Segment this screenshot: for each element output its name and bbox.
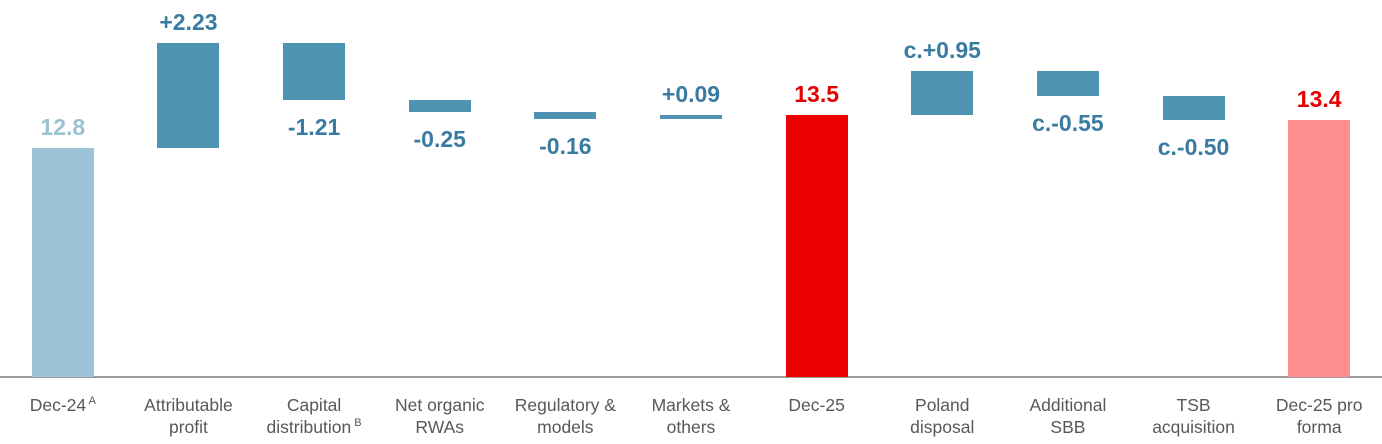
category-label-dec-25-pro-forma: Dec-25 pro forma xyxy=(1275,395,1363,437)
category-label-additional-sbb: Additional SBB xyxy=(1029,395,1107,437)
bar-tsb-acquisition xyxy=(1162,96,1225,120)
category-label-tsb-acquisition: TSB acquisition xyxy=(1152,395,1235,437)
category-label-poland-disposal: Poland disposal xyxy=(910,395,975,437)
bar-attributable-profit xyxy=(157,43,220,149)
category-label-net-organic-rwas: Net organic RWAs xyxy=(394,395,485,437)
category-label-dec-25: Dec-25 xyxy=(788,395,845,415)
bar-dec-25 xyxy=(785,115,848,377)
bar-capital-distribution xyxy=(283,43,346,101)
value-label-regulatory-models: -0.16 xyxy=(539,133,592,160)
value-label-tsb-acquisition: c.-0.50 xyxy=(1157,133,1230,160)
footnote-sup-dec-24: A xyxy=(86,395,96,408)
value-label-capital-distribution: -1.21 xyxy=(287,114,341,141)
category-label-capital-distribution: Capital distribution B xyxy=(266,395,362,437)
category-label-attributable-profit: Attributable profit xyxy=(144,395,233,437)
bar-net-organic-rwas xyxy=(408,100,471,112)
x-axis-line xyxy=(0,376,1382,378)
value-label-dec-25-pro-forma: 13.4 xyxy=(1296,85,1342,112)
bar-additional-sbb xyxy=(1036,70,1099,97)
value-label-net-organic-rwas: -0.25 xyxy=(413,125,466,152)
bar-markets-others xyxy=(660,115,722,120)
category-label-markets-others: Markets & others xyxy=(651,395,731,437)
value-label-markets-others: +0.09 xyxy=(661,81,721,108)
footnote-sup-capital-distribution: B xyxy=(351,416,362,429)
category-label-dec-24: Dec-24 A xyxy=(29,395,96,415)
value-label-dec-24: 12.8 xyxy=(40,114,86,141)
bar-poland-disposal xyxy=(911,70,974,116)
value-label-attributable-profit: +2.23 xyxy=(159,9,218,36)
value-label-dec-25: 13.5 xyxy=(794,81,839,108)
bar-dec-24 xyxy=(31,148,94,377)
bar-dec-25-pro-forma xyxy=(1288,119,1351,377)
value-label-additional-sbb: c.-0.55 xyxy=(1032,110,1104,137)
category-label-regulatory-models: Regulatory & models xyxy=(514,395,616,437)
value-label-poland-disposal: c.+0.95 xyxy=(903,36,981,63)
bar-regulatory-models xyxy=(534,111,597,120)
